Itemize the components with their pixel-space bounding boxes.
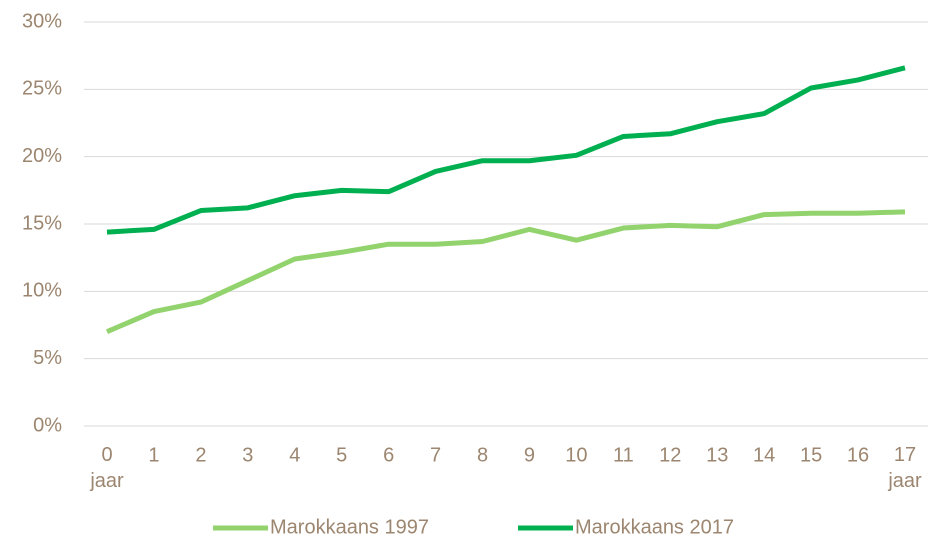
x-tick-label: 5 [336, 444, 347, 466]
x-tick-label: 9 [524, 444, 535, 466]
legend-label: Marokkaans 2017 [575, 516, 734, 538]
x-tick-label: 3 [242, 444, 253, 466]
x-tick-label: 17 jaar [887, 444, 922, 492]
y-tick-label: 25% [22, 78, 62, 100]
x-tick-label: 11 [613, 444, 634, 466]
y-tick-label: 15% [22, 212, 62, 234]
y-tick-label: 5% [33, 347, 62, 369]
series-line [106, 65, 906, 235]
x-tick-label: 8 [477, 444, 488, 466]
y-tick-label: 30% [22, 10, 62, 32]
x-tick-label: 2 [195, 444, 206, 466]
x-tick-label: 10 [565, 444, 587, 466]
y-tick-label: 10% [22, 280, 62, 302]
x-tick-label: 7 [430, 444, 441, 466]
series-line [106, 209, 906, 335]
x-tick-label: 12 [659, 444, 681, 466]
y-tick-label: 0% [33, 414, 62, 436]
x-tick-label: 15 [800, 444, 822, 466]
x-tick-label: 6 [383, 444, 394, 466]
y-tick-label: 20% [22, 145, 62, 167]
legend-label: Marokkaans 1997 [270, 516, 429, 538]
x-tick-label: 1 [148, 444, 159, 466]
x-tick-label: 14 [753, 444, 775, 466]
x-tick-label: 4 [289, 444, 300, 466]
x-tick-label: 13 [706, 444, 728, 466]
x-tick-label: 0 jaar [89, 444, 124, 492]
x-tick-label: 16 [847, 444, 869, 466]
